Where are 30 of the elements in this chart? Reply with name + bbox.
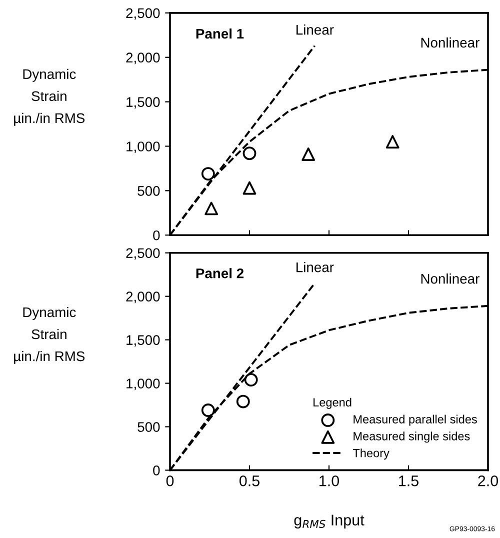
- y-tick-label: 0: [153, 230, 160, 240]
- y-tick-label: 500: [138, 186, 160, 196]
- y-axis-title: Dynamic Strain µin./in RMS: [14, 68, 85, 126]
- x-axis-title: g$_{RMS}$ Input: [294, 514, 364, 528]
- annotation: Panel 1: [196, 28, 244, 39]
- y-tick-label: 1,500: [126, 97, 160, 109]
- y-tick-label: 500: [138, 422, 160, 432]
- series-label: Linear: [296, 262, 334, 272]
- x-tick-label: 1.0: [320, 475, 340, 486]
- y-tick-label: 2,500: [126, 248, 160, 260]
- legend-label: Theory: [352, 448, 390, 460]
- y-tick-label: 1,000: [126, 378, 160, 390]
- y-tick-label: 1,500: [126, 335, 160, 347]
- x-tick-label: 1.5: [399, 476, 418, 486]
- legend-title: Legend: [314, 398, 352, 409]
- x-tick-label: 0.5: [239, 475, 260, 486]
- series-label: Nonlinear: [421, 274, 480, 284]
- x-tick-label: 2.0: [478, 475, 498, 486]
- y-tick-label: 2,000: [126, 292, 160, 304]
- y-tick-label: 2,500: [126, 8, 160, 20]
- legend-label: Measured parallel sides: [354, 414, 477, 426]
- y-tick-label: 2,000: [126, 52, 160, 64]
- y-tick-label: 0: [153, 466, 160, 476]
- x-tick-label: 0: [166, 475, 174, 486]
- legend-label: Measured single sides: [354, 432, 470, 443]
- y-tick-label: 1,000: [126, 142, 160, 154]
- annotation: Panel 2: [196, 268, 244, 278]
- series-label: Linear: [296, 24, 334, 35]
- y-axis-title: Dynamic Strain µin./in RMS: [14, 306, 85, 364]
- series-label: Nonlinear: [421, 37, 480, 48]
